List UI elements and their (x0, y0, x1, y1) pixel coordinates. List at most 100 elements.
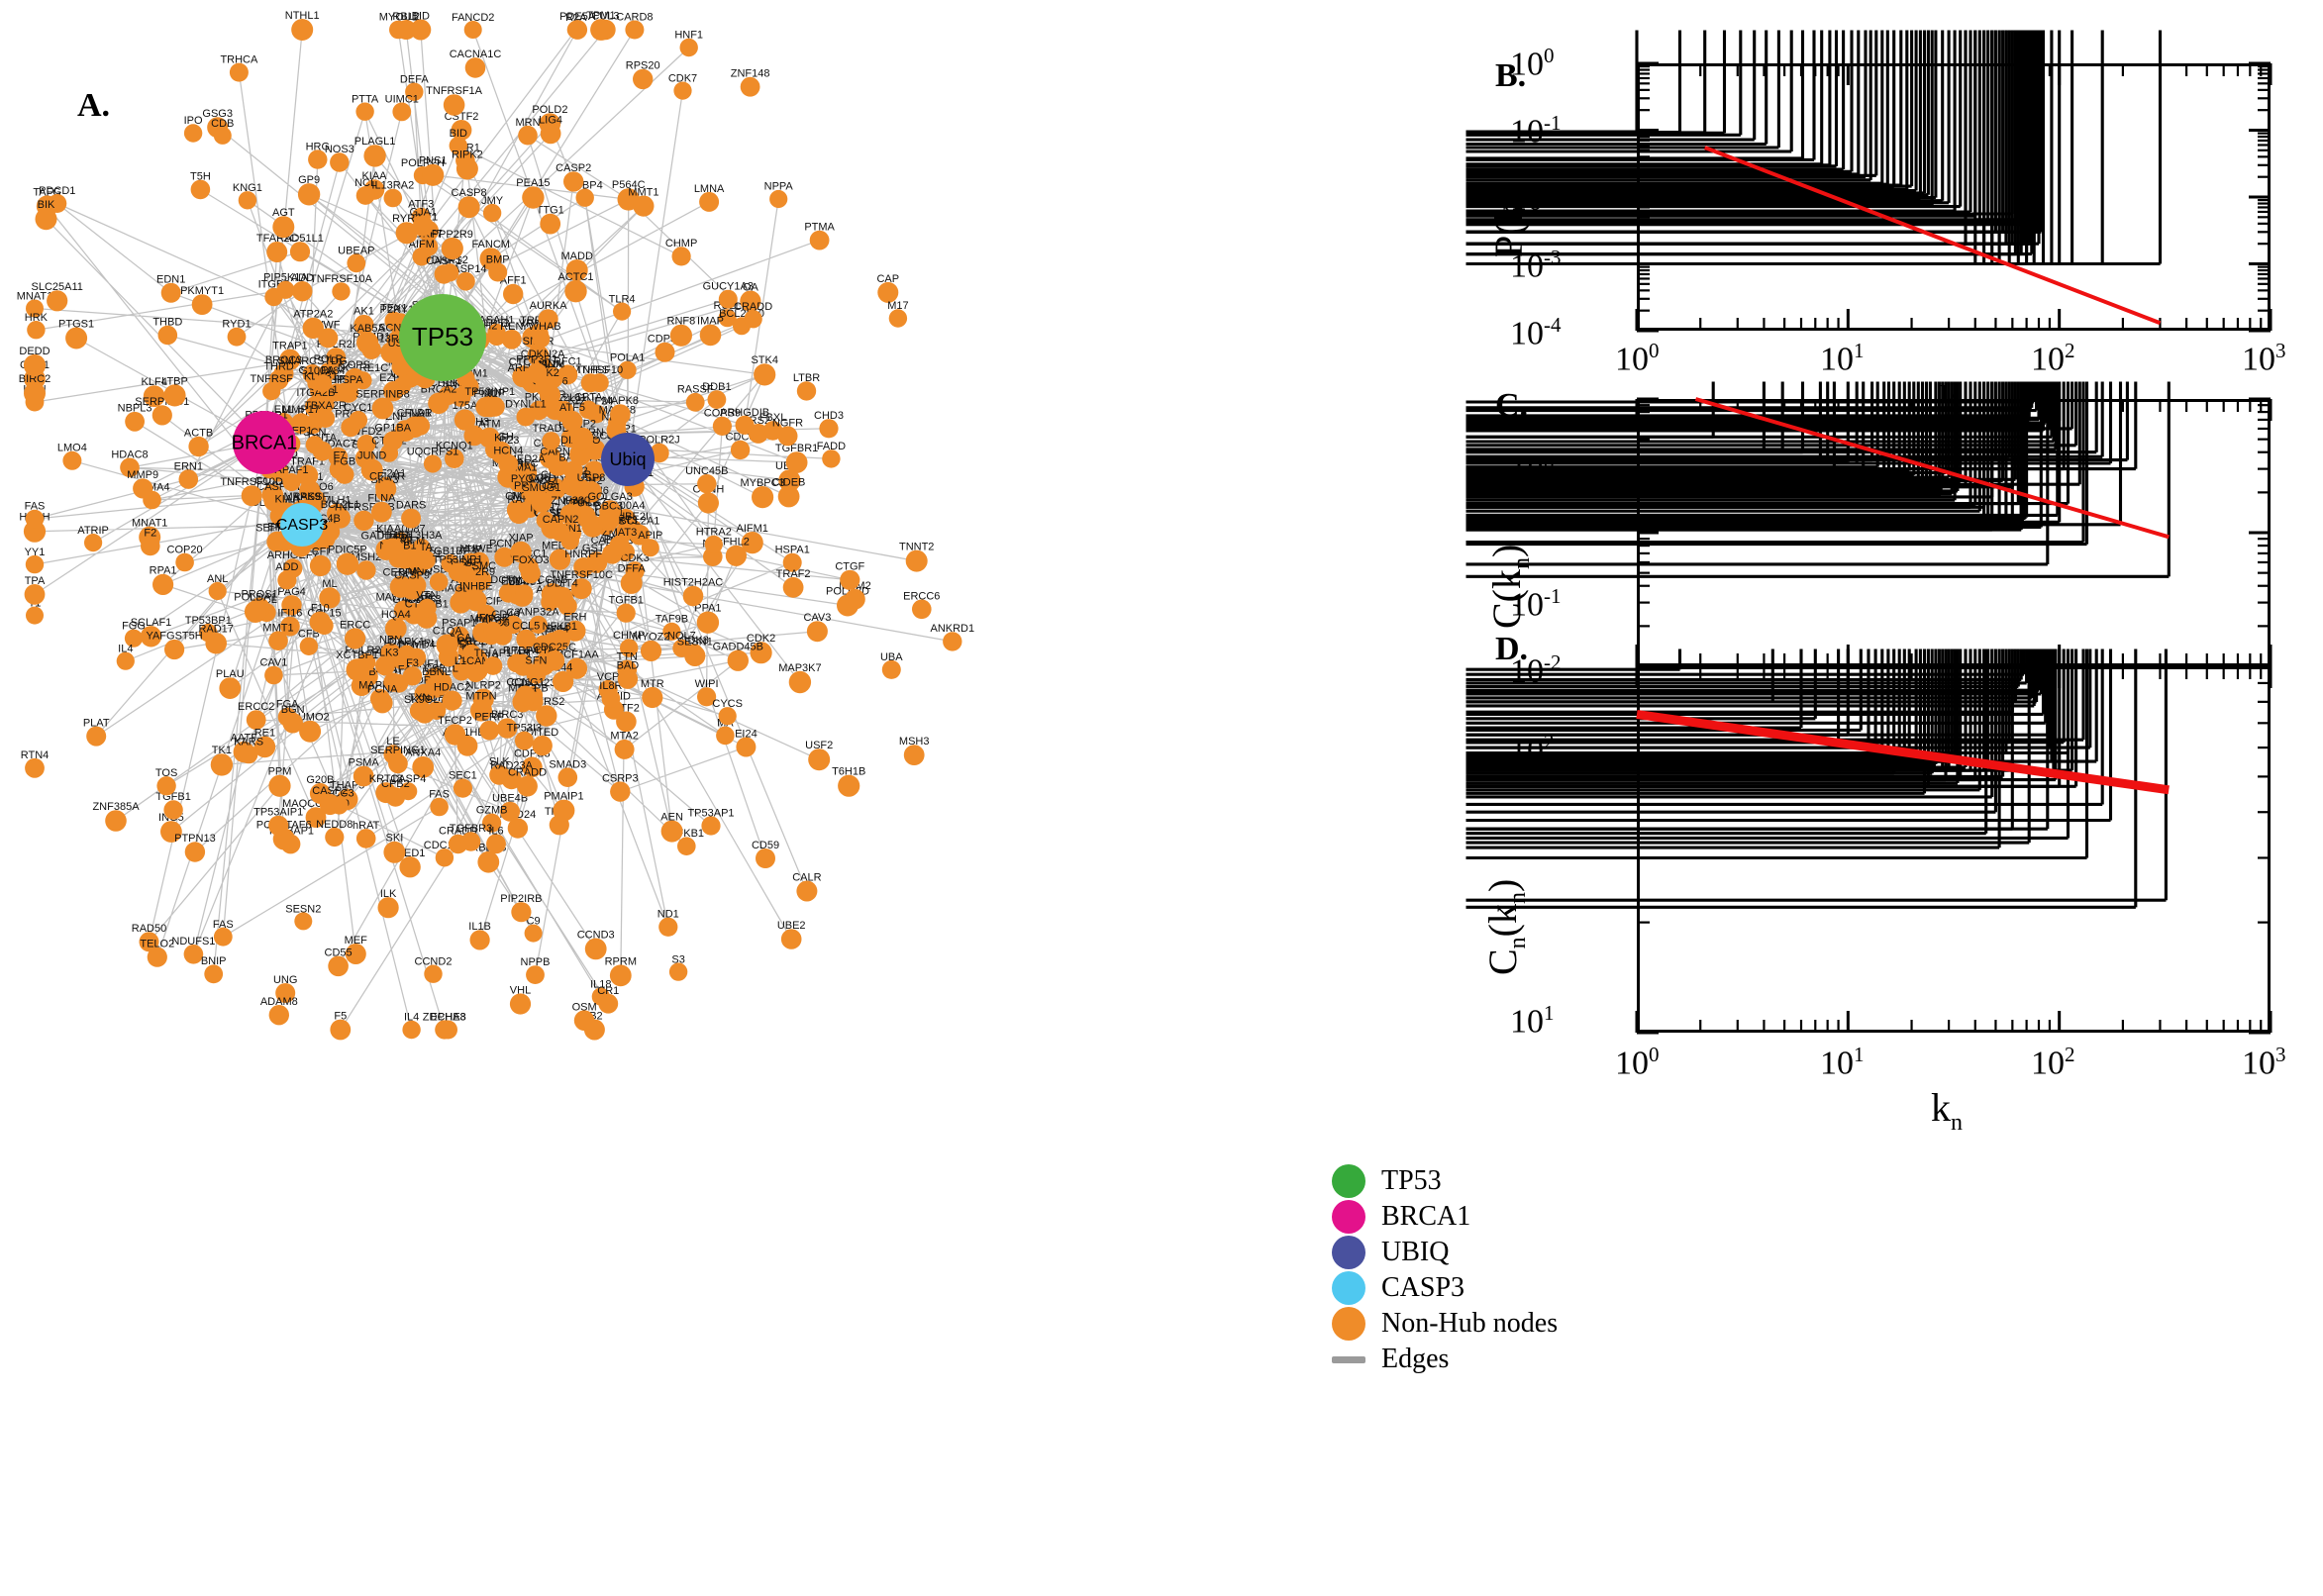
network-node[interactable] (412, 247, 432, 266)
network-node[interactable] (716, 726, 735, 746)
network-node[interactable] (527, 362, 548, 384)
network-node[interactable] (381, 538, 404, 560)
network-node[interactable] (762, 421, 783, 441)
network-node[interactable] (782, 576, 804, 598)
network-node[interactable] (463, 425, 485, 447)
network-node[interactable] (707, 390, 727, 409)
network-node[interactable] (363, 145, 386, 167)
network-node[interactable] (565, 259, 588, 281)
network-node[interactable] (877, 281, 899, 303)
network-node[interactable] (355, 186, 375, 205)
network-node[interactable] (163, 384, 186, 407)
network-node[interactable] (268, 1004, 289, 1026)
network-node[interactable] (423, 454, 443, 473)
network-node[interactable] (515, 584, 534, 603)
network-node[interactable] (838, 774, 860, 797)
network-node[interactable] (501, 329, 522, 349)
network-node[interactable] (754, 363, 776, 386)
network-node[interactable] (397, 645, 416, 663)
network-hub-nodes[interactable]: TP53 BRCA1 Ubiq CASP3 (232, 294, 655, 547)
network-node[interactable] (319, 587, 341, 609)
network-node[interactable] (210, 753, 234, 776)
network-node[interactable] (516, 407, 536, 427)
network-node[interactable] (229, 62, 249, 82)
network-node[interactable] (371, 501, 392, 523)
network-node[interactable] (740, 290, 761, 312)
network-node[interactable] (598, 993, 619, 1014)
network-node[interactable] (62, 450, 82, 470)
network-node[interactable] (553, 670, 574, 693)
network-node[interactable] (377, 897, 399, 919)
network-node[interactable] (788, 670, 812, 694)
network-node[interactable] (465, 589, 487, 612)
network-node[interactable] (163, 800, 183, 820)
network-node[interactable] (268, 815, 289, 836)
network-node[interactable] (116, 651, 135, 670)
network-node[interactable] (399, 856, 421, 878)
network-node[interactable] (191, 294, 213, 315)
network-node[interactable] (160, 282, 181, 303)
network-node[interactable] (392, 102, 412, 122)
network-node[interactable] (264, 665, 283, 685)
network-node[interactable] (429, 572, 449, 591)
network-node[interactable] (822, 449, 841, 468)
network-node[interactable] (282, 712, 304, 734)
network-node[interactable] (486, 834, 506, 854)
network-node[interactable] (183, 945, 204, 964)
network-node[interactable] (442, 690, 462, 711)
network-node[interactable] (741, 532, 763, 554)
network-node[interactable] (503, 283, 524, 305)
network-node[interactable] (563, 460, 583, 481)
network-node[interactable] (640, 640, 662, 662)
network-node[interactable] (160, 821, 182, 843)
network-node[interactable] (418, 598, 437, 618)
network-node[interactable] (302, 317, 324, 340)
network-node[interactable] (532, 330, 551, 349)
network-node[interactable] (609, 964, 632, 987)
network-node[interactable] (625, 20, 645, 40)
network-node[interactable] (526, 965, 545, 984)
network-node[interactable] (35, 208, 57, 231)
network-node[interactable] (452, 662, 471, 681)
network-node[interactable] (345, 944, 366, 964)
network-node[interactable] (620, 639, 639, 657)
network-node[interactable] (796, 381, 817, 401)
network-node[interactable] (276, 280, 295, 299)
network-node[interactable] (435, 848, 454, 867)
network-node[interactable] (655, 342, 675, 362)
network-node[interactable] (806, 621, 828, 643)
network-node[interactable] (336, 552, 359, 575)
network-node[interactable] (466, 663, 485, 683)
network-node[interactable] (424, 964, 443, 983)
network-node[interactable] (736, 737, 757, 757)
network-node[interactable] (124, 629, 144, 648)
network-node[interactable] (549, 629, 570, 651)
network-node[interactable] (289, 242, 311, 262)
network-node[interactable] (488, 262, 508, 282)
network-node[interactable] (567, 20, 588, 40)
network-node[interactable] (246, 710, 266, 730)
network-node[interactable] (291, 19, 314, 41)
network-node[interactable] (769, 189, 788, 209)
network-node[interactable] (345, 628, 366, 649)
network-node[interactable] (498, 453, 519, 474)
network-node[interactable] (375, 655, 395, 676)
network-node[interactable] (668, 962, 688, 981)
network-node[interactable] (529, 615, 548, 635)
network-node[interactable] (282, 473, 301, 491)
network-graph[interactable]: TAF9BARL5S3GSTAALG8MAGEA1MCF1AADHRS2TP53… (0, 0, 1465, 1596)
network-node[interactable] (641, 539, 659, 557)
network-node[interactable] (353, 765, 374, 787)
network-node[interactable] (526, 663, 547, 684)
network-node[interactable] (320, 522, 341, 543)
network-node[interactable] (443, 94, 465, 116)
network-node[interactable] (785, 451, 808, 473)
network-node[interactable] (521, 756, 543, 778)
network-node[interactable] (268, 774, 291, 797)
network-node[interactable] (325, 827, 345, 848)
network-node[interactable] (25, 757, 45, 778)
network-node[interactable] (660, 820, 683, 843)
network-node[interactable] (451, 119, 472, 141)
network-node[interactable] (445, 449, 464, 469)
network-node[interactable] (531, 491, 553, 513)
